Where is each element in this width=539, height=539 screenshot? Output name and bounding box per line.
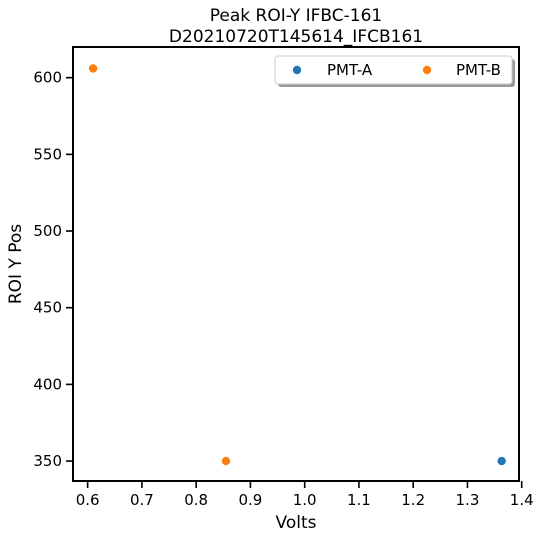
x-tick-label: 1.1 bbox=[347, 491, 371, 509]
y-tick-label: 600 bbox=[33, 69, 62, 87]
legend-label-pmt-a: PMT-A bbox=[327, 61, 373, 79]
plot-area: 0.6 0.7 0.8 0.9 1.0 1.1 1.2 1.3 1.4 350 400 450 500… bbox=[33, 46, 534, 509]
y-tick-label: 400 bbox=[33, 375, 62, 393]
chart-title-line-2: D20210720T145614_IFCB161 bbox=[169, 27, 423, 47]
x-tick-label: 0.8 bbox=[184, 491, 208, 509]
legend: PMT-A PMT-B bbox=[274, 55, 515, 87]
x-tick-label: 1.2 bbox=[401, 491, 425, 509]
legend-marker-pmt-a bbox=[292, 65, 302, 75]
x-tick-label: 0.9 bbox=[238, 491, 262, 509]
x-tick-label: 1.3 bbox=[456, 491, 480, 509]
plot-frame bbox=[72, 46, 520, 482]
x-axis-label: Volts bbox=[276, 513, 317, 533]
y-axis-ticks: 350 400 450 500 550 600 bbox=[33, 69, 73, 470]
y-axis-label: ROI Y Pos bbox=[6, 224, 26, 304]
legend-label-pmt-b: PMT-B bbox=[456, 61, 501, 79]
x-tick-label: 0.7 bbox=[130, 491, 154, 509]
y-tick-label: 450 bbox=[33, 299, 62, 317]
x-tick-label: 1.4 bbox=[510, 491, 534, 509]
x-axis-ticks: 0.6 0.7 0.8 0.9 1.0 1.1 1.2 1.3 1.4 bbox=[76, 481, 534, 509]
data-point-pmt-a bbox=[497, 456, 506, 466]
y-tick-label: 550 bbox=[33, 145, 62, 163]
y-tick-label: 350 bbox=[33, 452, 62, 470]
x-tick-label: 0.6 bbox=[76, 491, 100, 509]
legend-marker-pmt-b bbox=[422, 65, 432, 75]
x-tick-label: 1.0 bbox=[293, 491, 317, 509]
chart-title-line-1: Peak ROI-Y IFBC-161 bbox=[210, 6, 383, 26]
data-point-pmt-b bbox=[88, 64, 98, 73]
data-point-pmt-b bbox=[221, 456, 231, 466]
legend-box bbox=[274, 55, 513, 85]
data-points bbox=[88, 64, 506, 466]
y-tick-label: 500 bbox=[33, 222, 62, 240]
